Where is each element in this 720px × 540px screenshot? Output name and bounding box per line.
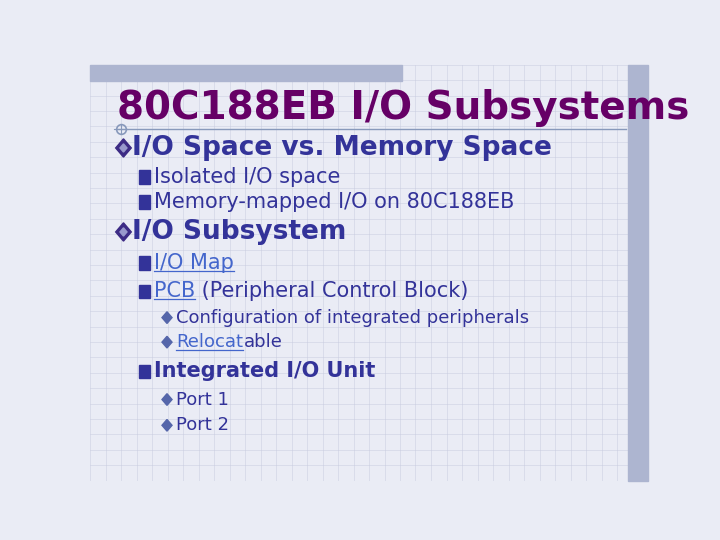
Text: Isolated I/O space: Isolated I/O space	[154, 167, 341, 187]
Text: Port 1: Port 1	[176, 390, 230, 409]
Text: able: able	[243, 333, 282, 351]
Bar	[139, 285, 150, 298]
Polygon shape	[120, 144, 127, 152]
Text: Integrated I/O Unit: Integrated I/O Unit	[154, 361, 376, 381]
Text: Port 2: Port 2	[176, 416, 230, 434]
Text: I/O Subsystem: I/O Subsystem	[132, 219, 346, 245]
Text: I/O Space vs. Memory Space: I/O Space vs. Memory Space	[132, 135, 552, 161]
Polygon shape	[162, 394, 172, 406]
Polygon shape	[116, 223, 131, 241]
Text: Configuration of integrated peripherals: Configuration of integrated peripherals	[176, 308, 530, 327]
Polygon shape	[116, 139, 131, 157]
Bar	[139, 171, 150, 184]
Text: 80C188EB I/O Subsystems: 80C188EB I/O Subsystems	[117, 90, 689, 127]
Bar	[629, 65, 648, 481]
Text: PCB: PCB	[154, 281, 195, 301]
Text: I/O Map: I/O Map	[154, 253, 234, 273]
Bar	[139, 256, 150, 270]
Text: Relocat: Relocat	[176, 333, 243, 351]
Polygon shape	[162, 336, 172, 348]
Bar	[139, 195, 150, 208]
Polygon shape	[162, 420, 172, 431]
Text: Memory-mapped I/O on 80C188EB: Memory-mapped I/O on 80C188EB	[154, 192, 515, 212]
Polygon shape	[162, 312, 172, 323]
Polygon shape	[120, 228, 127, 236]
Bar	[139, 364, 150, 378]
Text: (Peripheral Control Block): (Peripheral Control Block)	[195, 281, 469, 301]
Bar	[90, 65, 402, 82]
